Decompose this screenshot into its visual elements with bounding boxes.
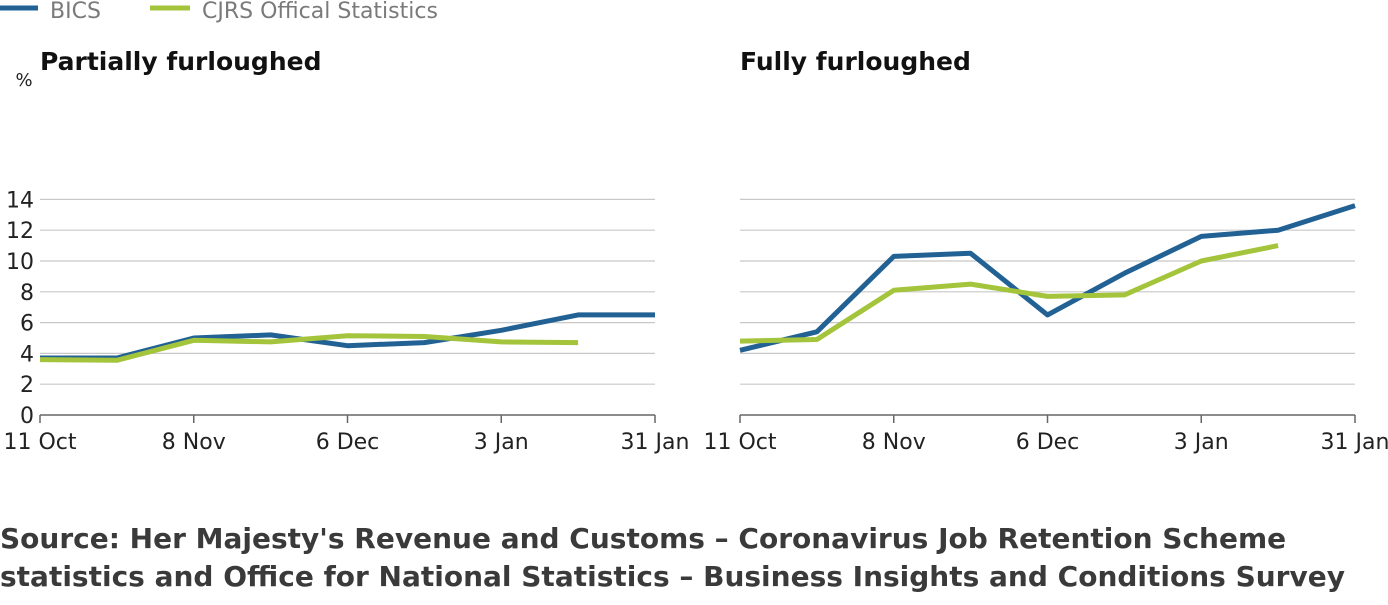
source-note-line-1: Source: Her Majesty's Revenue and Custom…	[0, 522, 1287, 555]
y-tick-label-0: 0	[20, 404, 34, 429]
y-tick-label-2: 2	[20, 373, 34, 398]
series-line-full-cjrs	[739, 243, 1279, 344]
x-tick-label-partial-3: 3 Jan	[474, 430, 529, 455]
legend-label-bics: BICS	[50, 0, 101, 24]
y-tick-label-14: 14	[6, 188, 34, 213]
y-tick-label-12: 12	[6, 219, 34, 244]
series-line-full-bics	[739, 203, 1356, 353]
x-tick-label-partial-4: 31 Jan	[621, 430, 690, 455]
y-axis-unit-label: %	[15, 70, 32, 91]
legend-label-cjrs: CJRS Offical Statistics	[202, 0, 438, 24]
x-tick-label-full-3: 3 Jan	[1174, 430, 1229, 455]
x-tick-label-full-4: 31 Jan	[1321, 430, 1388, 455]
source-note: Source: Her Majesty's Revenue and Custom…	[0, 520, 1388, 596]
x-tick-label-full-0: 11 Oct	[703, 430, 776, 455]
panel-title-partial: Partially furloughed	[40, 47, 321, 76]
y-tick-label-6: 6	[20, 312, 34, 337]
x-tick-label-full-2: 6 Dec	[1016, 430, 1080, 455]
x-tick-label-full-1: 8 Nov	[862, 430, 926, 455]
source-note-line-2: statistics and Office for National Stati…	[0, 560, 1345, 593]
y-tick-label-4: 4	[20, 342, 34, 367]
x-tick-label-partial-0: 11 Oct	[3, 430, 76, 455]
x-tick-label-partial-1: 8 Nov	[162, 430, 226, 455]
y-tick-label-10: 10	[6, 250, 34, 275]
series-line-partial-cjrs	[39, 333, 579, 363]
y-tick-label-8: 8	[20, 281, 34, 306]
x-tick-label-partial-2: 6 Dec	[316, 430, 380, 455]
panel-title-full: Fully furloughed	[740, 47, 971, 76]
